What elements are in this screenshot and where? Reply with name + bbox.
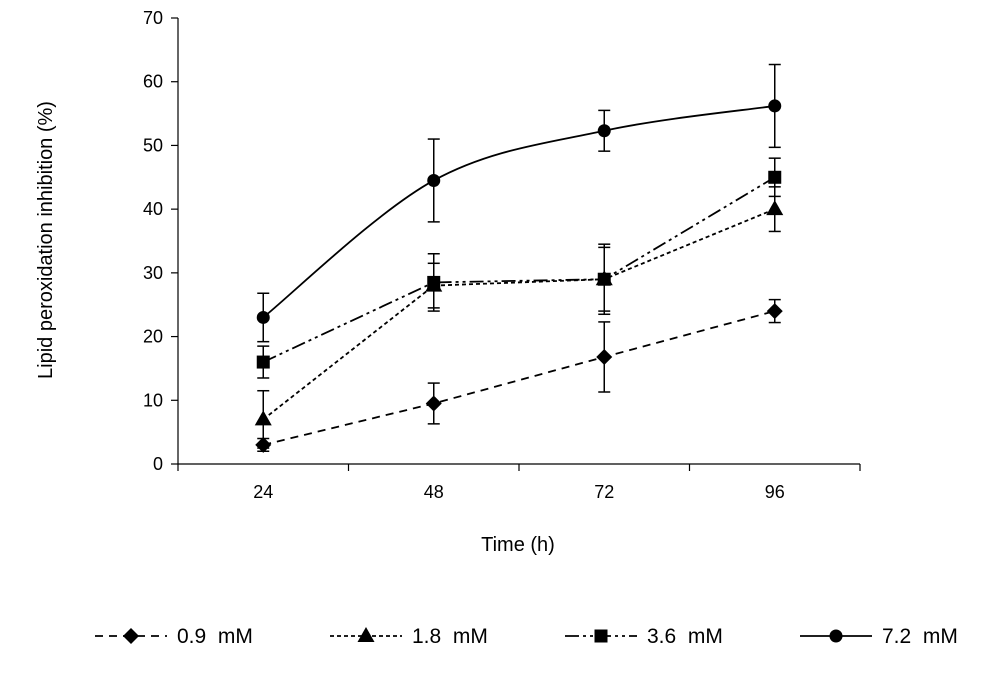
y-axis-title: Lipid peroxidation inhibition (%) — [35, 101, 57, 379]
data-point — [427, 173, 441, 187]
series-4 — [256, 63, 782, 343]
series-line — [262, 105, 775, 319]
data-point — [768, 170, 782, 184]
y-tick-label: 0 — [153, 454, 163, 474]
y-tick-label: 50 — [143, 135, 163, 155]
series-3 — [256, 157, 782, 379]
series-line — [262, 176, 776, 363]
data-point — [766, 303, 783, 320]
x-tick-label: 96 — [765, 482, 785, 502]
data-point — [597, 272, 611, 286]
chart-series — [254, 63, 784, 453]
legend-label: 0.9 mM — [177, 625, 253, 648]
legend-label: 1.8 mM — [412, 625, 488, 648]
legend-marker — [829, 629, 843, 643]
legend-item-3: 3.6 mM — [565, 625, 723, 648]
data-point — [256, 355, 270, 369]
series-2 — [254, 186, 784, 449]
x-tick-label: 72 — [594, 482, 614, 502]
series-line — [263, 310, 775, 446]
data-point — [427, 275, 441, 289]
data-point — [597, 124, 611, 138]
legend-marker — [594, 629, 608, 643]
legend-item-2: 1.8 mM — [330, 625, 488, 648]
legend-label: 3.6 mM — [647, 625, 723, 648]
y-tick-label: 60 — [143, 72, 163, 92]
legend-item-1: 0.9 mM — [95, 625, 253, 648]
y-tick-label: 30 — [143, 263, 163, 283]
legend-marker — [123, 628, 139, 644]
data-point — [768, 99, 782, 113]
legend-marker — [357, 627, 375, 642]
legend-label: 7.2 mM — [882, 625, 958, 648]
data-point — [254, 410, 272, 426]
y-tick-label: 40 — [143, 199, 163, 219]
x-tick-label: 48 — [424, 482, 444, 502]
y-tick-label: 10 — [143, 390, 163, 410]
data-point — [596, 348, 613, 365]
x-tick-label: 24 — [253, 482, 273, 502]
y-tick-label: 70 — [143, 8, 163, 28]
chart-axes: 0 10 20 30 40 50 60 70 24 48 72 96 — [143, 8, 861, 502]
series-1 — [255, 298, 783, 453]
data-point — [256, 310, 270, 324]
data-point — [766, 200, 784, 216]
chart-legend: 0.9 mM 1.8 mM 3.6 mM 7.2 mM — [95, 625, 958, 648]
series-line — [262, 208, 776, 421]
y-tick-label: 20 — [143, 327, 163, 347]
x-axis-title: Time (h) — [481, 534, 555, 556]
data-point — [425, 395, 442, 412]
legend-item-4: 7.2 mM — [800, 625, 958, 648]
